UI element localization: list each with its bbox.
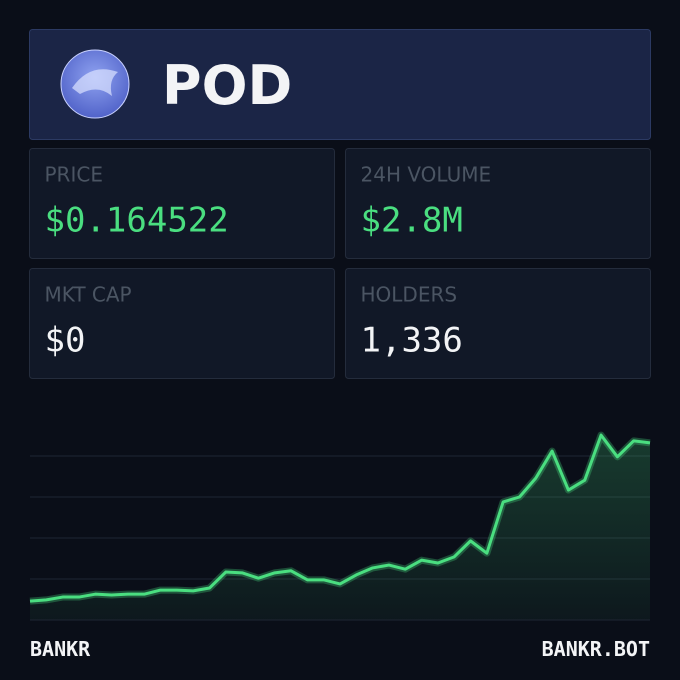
stat-box [345,148,651,259]
avatar-dolphin [72,69,118,96]
area [30,435,650,620]
stat-label: 24H VOLUME [361,163,492,187]
token-title: POD [162,54,292,117]
stat-value: 1,336 [361,321,463,361]
stat-label: MKT CAP [45,283,132,307]
footer-left: BANKR [30,637,91,661]
stat-box [345,268,651,379]
stat-box [29,268,335,379]
stat-box [29,148,335,259]
stat-label: PRICE [45,163,103,187]
stat-value: $0 [45,321,86,361]
stats: PRICE $0.164522 24H VOLUME $2.8M MKT CAP $0 HO… [29,148,651,379]
chart [29,431,651,621]
stat-value: $0.164522 [45,201,229,241]
stat-label: HOLDERS [361,283,458,307]
line [29,433,651,603]
stat-value: $2.8M [361,201,463,241]
footer-right: BANKR.BOT [542,637,650,661]
header-box [29,29,651,140]
